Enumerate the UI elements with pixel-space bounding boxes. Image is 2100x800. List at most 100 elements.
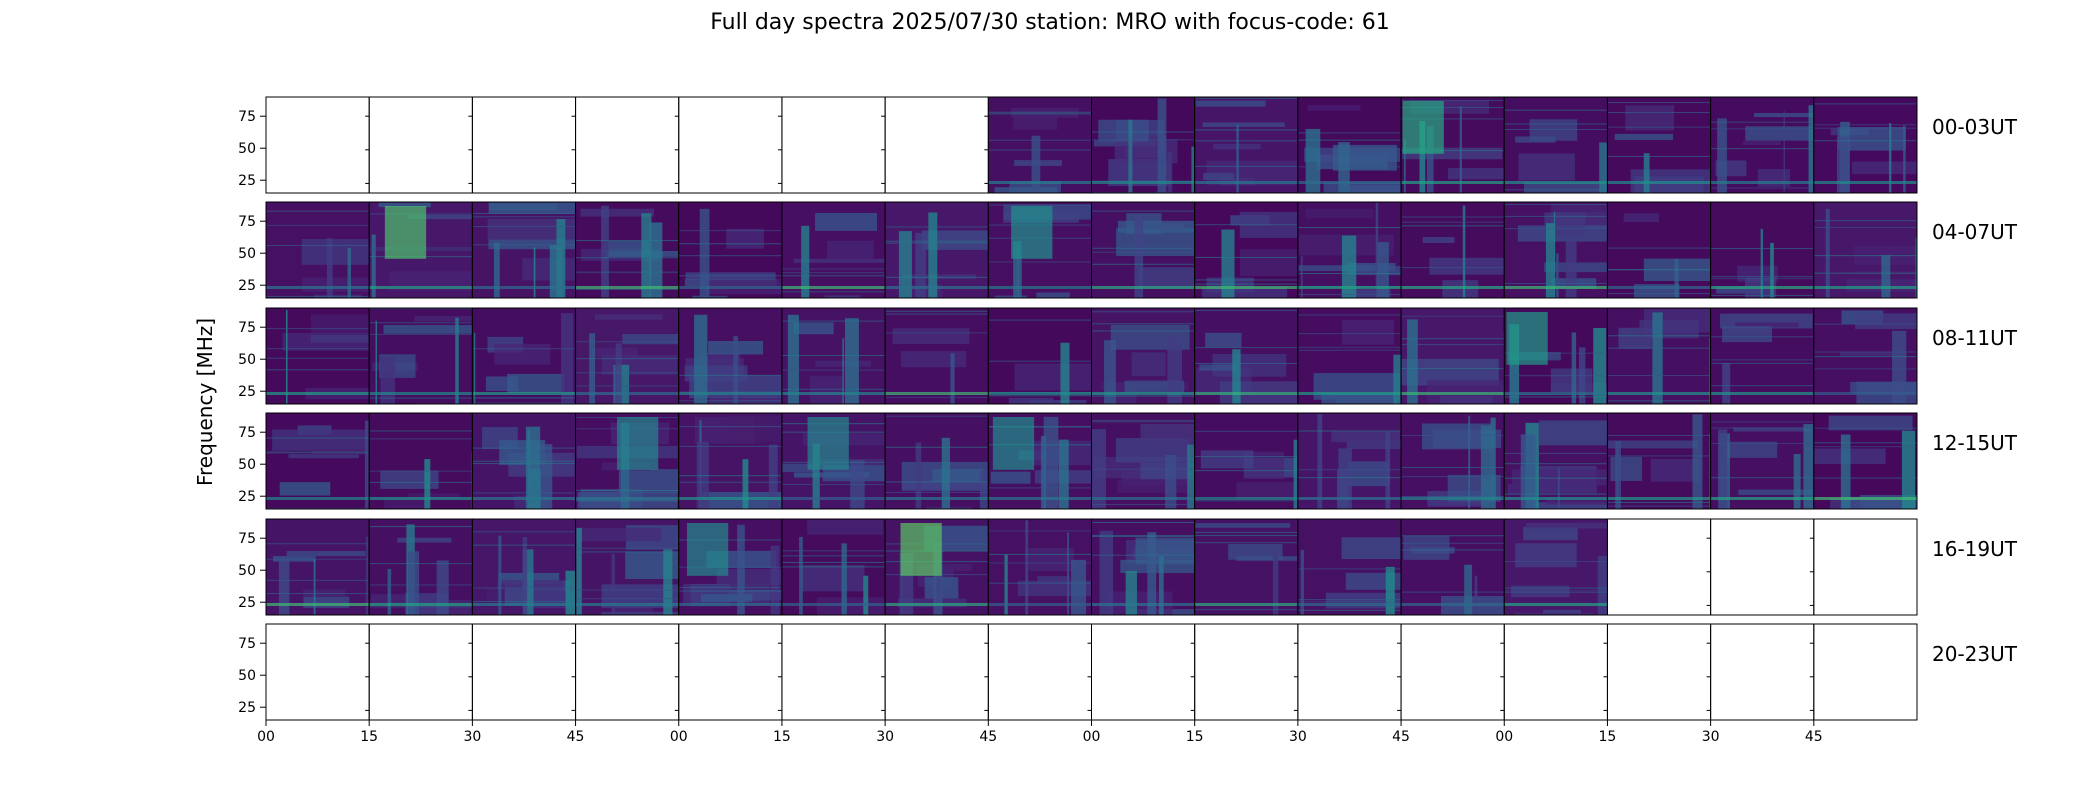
panel-frame: [1297, 623, 1402, 721]
spectrum-panel-04-07UT-12: [1504, 202, 1608, 298]
y-tick-label: 25: [238, 384, 256, 400]
spectrum-panel-16-19UT-3: [575, 519, 679, 615]
panel-frame: [1606, 518, 1712, 616]
spectrum-panel-16-19UT-11: [1401, 519, 1505, 615]
spectrum-panel-16-19UT-1: [369, 519, 473, 615]
panel-frame: [678, 623, 783, 721]
spectrum-panel-08-11UT-14: [1710, 308, 1814, 404]
x-tick-label: 00: [257, 729, 275, 745]
spectrum-panel-08-11UT-1: [369, 308, 473, 404]
spectrum-panel-08-11UT-9: [1194, 308, 1298, 404]
x-tick-label: 15: [1599, 729, 1617, 745]
y-tick-label: 75: [238, 531, 256, 547]
x-tick-label: 30: [463, 729, 481, 745]
panel-frame: [575, 96, 680, 194]
chart-title: Full day spectra 2025/07/30 station: MRO…: [710, 10, 1390, 35]
spectrum-panel-00-03UT-10: [1297, 97, 1402, 193]
spectrum-panel-08-11UT-4: [678, 308, 782, 404]
panel-frame: [1813, 412, 1918, 510]
panel-frame: [265, 96, 370, 194]
y-tick-label: 50: [238, 141, 256, 157]
x-tick-label: 45: [979, 729, 997, 745]
y-tick-label: 25: [238, 278, 256, 294]
spectrum-panel-08-11UT-8: [1091, 308, 1195, 404]
panel-frame: [1503, 623, 1608, 721]
panel-frame: [471, 623, 577, 721]
x-tick-label: 00: [1495, 729, 1513, 745]
y-tick-label: 50: [238, 246, 256, 262]
spectrum-panel-04-07UT-7: [988, 202, 1092, 298]
y-tick-label: 50: [238, 563, 256, 579]
spectrum-panel-16-19UT-2: [472, 519, 576, 615]
spectrum-panel-12-15UT-1: [369, 413, 473, 509]
panel-frame: [368, 96, 473, 194]
spectrum-panel-12-15UT-7: [988, 413, 1092, 509]
spectrum-panel-00-03UT-12: [1504, 97, 1608, 193]
spectrum-panel-16-19UT-5: [781, 519, 886, 615]
x-tick-label: 30: [1702, 729, 1720, 745]
y-tick-label: 25: [238, 700, 256, 716]
row-label: 12-15UT: [1932, 431, 2018, 455]
panel-frame: [781, 96, 886, 194]
y-tick-label: 25: [238, 173, 256, 189]
spectrum-panel-16-19UT-0: [266, 519, 370, 615]
spectrum-panel-12-15UT-14: [1710, 413, 1814, 509]
spectrum-panel-08-11UT-0: [266, 308, 370, 404]
spectrum-panel-04-07UT-8: [1091, 202, 1195, 298]
spectrum-panel-00-03UT-9: [1194, 97, 1298, 193]
panel-frame: [1813, 623, 1918, 721]
spectrum-panel-12-15UT-10: [1297, 413, 1402, 509]
spectrum-panel-16-19UT-6: [885, 519, 989, 615]
x-tick-label: 15: [773, 729, 791, 745]
spectrum-panel-08-11UT-3: [575, 308, 679, 404]
spectrum-panel-16-19UT-4: [678, 519, 782, 615]
spectrum-panel-12-15UT-11: [1401, 413, 1505, 509]
spectrum-panel-08-11UT-2: [472, 308, 576, 404]
spectrum-panel-16-19UT-10: [1297, 519, 1402, 615]
panel-frame: [471, 96, 577, 194]
panel-frame: [884, 623, 989, 721]
spectrum-panel-12-15UT-13: [1607, 413, 1711, 509]
spectrum-panel-04-07UT-14: [1710, 202, 1814, 298]
spectrum-panel-00-03UT-15: [1813, 97, 1917, 193]
x-tick-label: 00: [670, 729, 688, 745]
x-tick-label: 30: [876, 729, 894, 745]
spectrum-panel-12-15UT-9: [1194, 413, 1298, 509]
panel-frame: [1813, 307, 1918, 405]
y-tick-label: 25: [238, 489, 256, 505]
spectrum-panel-04-07UT-6: [885, 202, 989, 298]
x-tick-label: 45: [1392, 729, 1410, 745]
spectrum-panel-04-07UT-4: [678, 202, 782, 298]
panel-frame: [678, 96, 783, 194]
spectrum-panel-00-03UT-8: [1091, 97, 1195, 193]
spectrum-panel-04-07UT-2: [472, 202, 576, 298]
panel-frame: [1813, 96, 1918, 194]
spectrum-panel-04-07UT-3: [575, 202, 679, 298]
panel-frame: [1091, 623, 1196, 721]
spectrum-panel-12-15UT-5: [781, 413, 886, 509]
spectrum-panel-12-15UT-3: [575, 413, 679, 509]
spectrum-panel-08-11UT-11: [1401, 308, 1505, 404]
spectrum-panel-04-07UT-10: [1297, 202, 1402, 298]
spectrum-panel-04-07UT-5: [781, 202, 886, 298]
y-tick-label: 75: [238, 320, 256, 336]
spectrum-panel-08-11UT-7: [988, 308, 1092, 404]
spectrum-panel-16-19UT-7: [988, 519, 1092, 615]
spectrum-panel-12-15UT-12: [1504, 413, 1608, 509]
spectrum-panel-04-07UT-15: [1813, 202, 1917, 298]
spectrum-panel-08-11UT-15: [1813, 308, 1917, 404]
y-tick-label: 50: [238, 668, 256, 684]
panel-frame: [1400, 623, 1505, 721]
row-label: 08-11UT: [1932, 326, 2018, 350]
panel-frame: [781, 623, 886, 721]
spectrum-panel-00-03UT-7: [988, 97, 1092, 193]
spectrum-panel-04-07UT-11: [1401, 202, 1505, 298]
panel-frame: [987, 623, 1092, 721]
y-tick-label: 75: [238, 214, 256, 230]
spectrum-panel-08-11UT-5: [781, 308, 886, 404]
y-tick-label: 75: [238, 425, 256, 441]
panel-frame: [1813, 518, 1918, 616]
y-tick-label: 50: [238, 352, 256, 368]
spectrum-panel-16-19UT-8: [1091, 519, 1195, 615]
x-tick-label: 45: [567, 729, 585, 745]
